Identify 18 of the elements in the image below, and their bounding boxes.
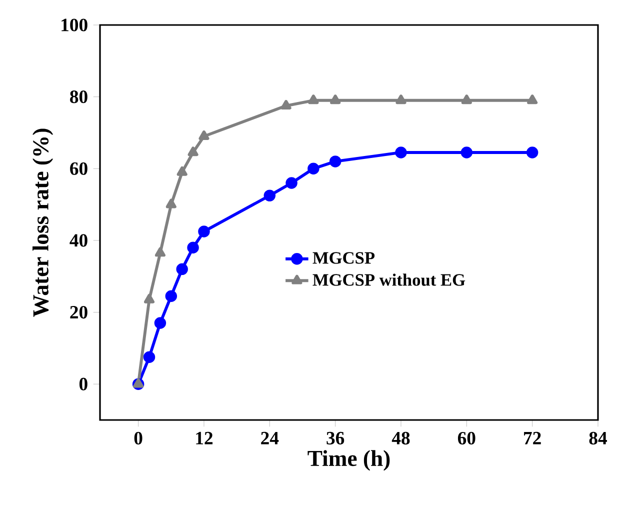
legend-label: MGCSP without EG <box>312 274 466 286</box>
y-tick-label: 100 <box>62 18 88 32</box>
x-tick-label: 60 <box>458 432 476 444</box>
y-tick-label: 40 <box>70 234 88 247</box>
y-axis-title: Water loss rate (%) <box>32 128 54 317</box>
y-tick-label: 20 <box>70 306 88 319</box>
x-axis-title: Time (h) <box>308 450 390 471</box>
y-tick-label: 80 <box>70 90 88 104</box>
x-tick-label: 84 <box>589 432 607 444</box>
x-tick-label: 0 <box>134 432 142 444</box>
y-tick-label: 0 <box>79 378 88 390</box>
x-tick-label: 12 <box>196 432 213 444</box>
x-tick-label: 36 <box>326 432 344 444</box>
x-tick-label: 72 <box>524 432 541 444</box>
legend-label: MGCSP <box>312 252 375 264</box>
y-tick-label: 60 <box>70 162 88 175</box>
x-tick-label: 24 <box>261 432 279 444</box>
x-tick-label: 48 <box>392 432 410 444</box>
